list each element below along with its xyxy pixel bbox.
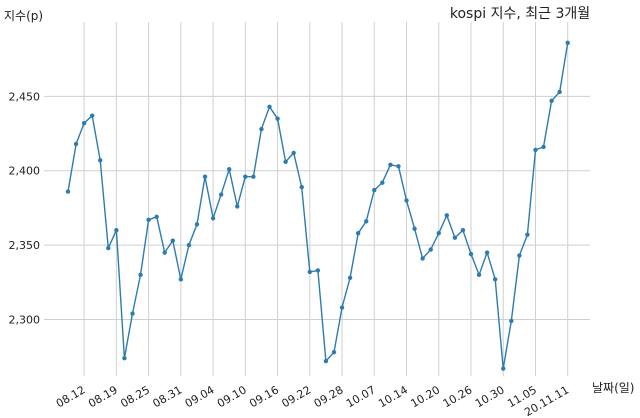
data-point: [275, 116, 280, 121]
data-point: [541, 144, 546, 150]
data-point: [347, 275, 353, 281]
x-tick-labels: 08.1208.1908.2508.3109.0409.1009.1609.22…: [54, 383, 571, 418]
x-tick-label: 08.25: [118, 383, 152, 410]
data-point: [170, 238, 175, 243]
data-point: [243, 174, 248, 179]
data-point: [476, 272, 482, 278]
data-point: [452, 235, 458, 240]
data-point: [259, 126, 264, 132]
y-axis-label: 지수(p): [4, 9, 43, 23]
x-tick-label: 10.14: [376, 383, 410, 410]
y-tick-label: 2,300: [9, 313, 41, 326]
data-point: [73, 141, 79, 147]
x-tick-label: 10.26: [441, 383, 475, 410]
data-point: [194, 222, 200, 227]
data-point: [388, 162, 393, 167]
data-point: [468, 251, 474, 257]
data-point: [436, 231, 441, 236]
data-point: [428, 247, 433, 252]
x-tick-label: 09.16: [247, 383, 281, 410]
data-point: [484, 250, 490, 255]
data-point: [81, 120, 87, 126]
data-point: [65, 189, 71, 194]
data-point: [106, 245, 111, 251]
x-tick-label: 09.10: [215, 383, 249, 410]
x-tick-label: 08.31: [151, 383, 185, 410]
x-axis-label: 날짜(일): [592, 381, 634, 395]
data-point: [307, 269, 312, 275]
series-group: [65, 40, 570, 371]
data-point: [227, 167, 232, 172]
data-point: [380, 180, 385, 185]
data-point: [492, 277, 498, 282]
data-point: [331, 350, 337, 355]
data-point: [210, 216, 216, 221]
data-point: [396, 164, 401, 169]
x-tick-label: 08.12: [54, 383, 88, 410]
data-point: [525, 232, 530, 237]
x-tick-label: 10.07: [344, 383, 378, 410]
data-point: [364, 219, 369, 224]
data-point: [460, 228, 466, 233]
data-point: [517, 253, 522, 258]
chart-title: kospi 지수, 최근 3개월: [450, 6, 590, 22]
data-point: [178, 277, 184, 282]
x-tick-label: 10.20: [408, 383, 442, 410]
data-point: [315, 268, 321, 273]
data-point: [146, 217, 151, 223]
data-point: [412, 226, 417, 231]
grid: [44, 22, 590, 376]
data-point: [218, 192, 224, 197]
data-point: [355, 231, 361, 236]
y-tick-label: 2,350: [9, 239, 41, 252]
data-point: [549, 98, 554, 104]
data-point: [251, 174, 256, 179]
y-tick-label: 2,450: [9, 90, 41, 103]
data-point: [444, 213, 450, 218]
data-point: [202, 174, 208, 179]
data-point: [89, 113, 95, 118]
data-point: [299, 184, 304, 190]
data-point: [372, 187, 377, 193]
data-point: [501, 366, 506, 371]
data-point: [235, 204, 240, 209]
x-tick-label: 09.22: [280, 383, 314, 410]
data-point: [186, 242, 192, 248]
x-tick-label: 09.28: [312, 383, 346, 410]
data-point: [420, 256, 425, 261]
data-point: [122, 355, 127, 361]
data-point: [509, 318, 514, 324]
data-point: [283, 159, 288, 165]
data-point: [323, 358, 329, 364]
data-point: [130, 311, 135, 316]
data-point: [267, 104, 272, 109]
data-point: [138, 272, 143, 278]
data-point: [114, 228, 119, 233]
data-point: [533, 147, 538, 153]
data-point: [339, 305, 345, 310]
data-point: [565, 40, 570, 46]
data-point: [162, 250, 167, 255]
data-point: [98, 158, 103, 163]
x-tick-label: 09.04: [183, 383, 217, 410]
x-tick-label: 08.19: [86, 383, 120, 410]
data-point: [404, 198, 409, 203]
data-point: [291, 150, 296, 156]
y-tick-labels: 2,300 2,350 2,400 2,450: [9, 90, 41, 326]
data-point: [557, 89, 562, 95]
data-point: [154, 214, 159, 220]
x-tick-label: 10.30: [473, 383, 507, 410]
y-tick-label: 2,400: [9, 165, 41, 178]
